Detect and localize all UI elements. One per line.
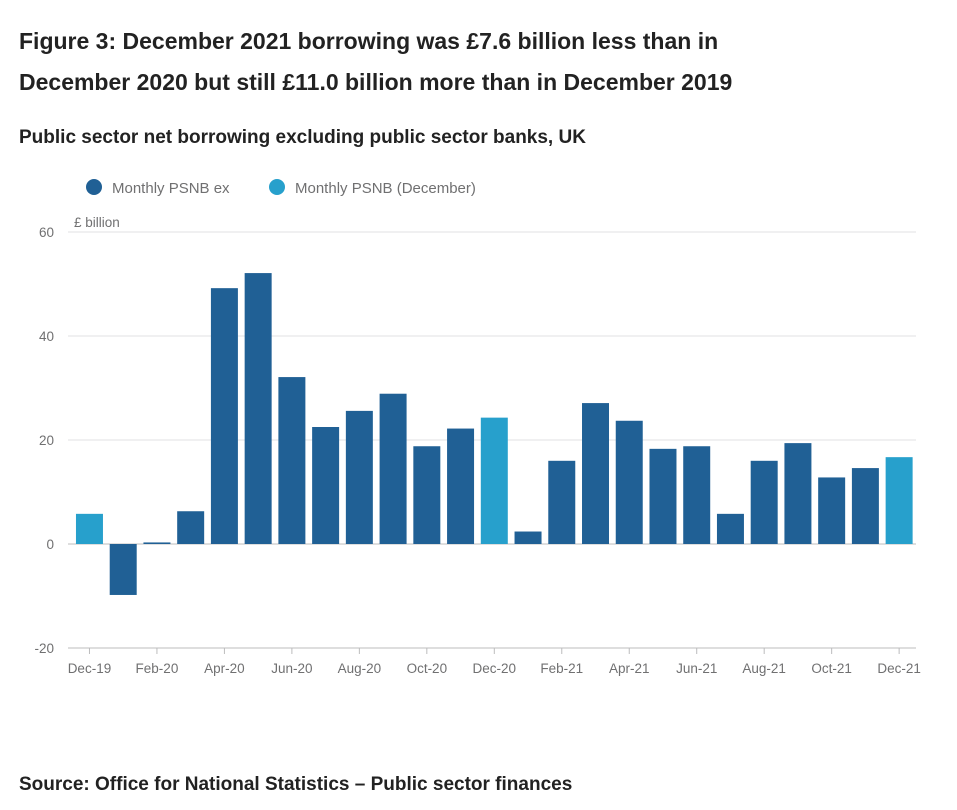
bar <box>480 417 508 544</box>
bar <box>851 468 879 544</box>
x-tick-label: Dec-21 <box>877 661 921 676</box>
bar <box>582 403 610 544</box>
bar <box>379 393 407 544</box>
bar <box>683 446 711 544</box>
bar <box>649 448 677 544</box>
chart-subtitle: Public sector net borrowing excluding pu… <box>19 127 586 148</box>
bar <box>885 457 913 544</box>
x-tick-label: Jun-21 <box>676 661 717 676</box>
source: Source: Office for National Statistics –… <box>19 774 572 795</box>
bar <box>143 542 171 544</box>
bar <box>818 477 846 544</box>
legend-label: Monthly PSNB ex <box>112 180 230 197</box>
bar <box>784 443 812 544</box>
bar <box>750 460 778 544</box>
y-tick-label: 20 <box>39 433 54 448</box>
bar <box>177 511 205 544</box>
y-tick-label: 40 <box>39 329 54 344</box>
legend-marker <box>86 179 102 195</box>
y-tick-label: 60 <box>39 225 54 240</box>
x-tick-label: Oct-21 <box>811 661 852 676</box>
x-tick-label: Aug-21 <box>742 661 786 676</box>
bar <box>109 544 137 595</box>
x-tick-label: Oct-20 <box>407 661 448 676</box>
x-tick-label: Feb-20 <box>136 661 179 676</box>
x-tick-label: Apr-20 <box>204 661 245 676</box>
x-tick-label: Apr-21 <box>609 661 650 676</box>
chart-title: Figure 3: December 2021 borrowing was £7… <box>19 28 718 54</box>
bar <box>716 513 744 544</box>
bar <box>615 420 643 544</box>
x-tick-label: Jun-20 <box>271 661 312 676</box>
x-tick-label: Dec-20 <box>473 661 517 676</box>
y-tick-label: 0 <box>46 537 54 552</box>
bar <box>210 288 238 544</box>
bar <box>244 273 272 544</box>
y-tick-label: -20 <box>34 641 54 656</box>
bar <box>413 446 441 544</box>
legend-label: Monthly PSNB (December) <box>295 180 476 197</box>
y-axis-label: £ billion <box>74 215 120 230</box>
bar <box>312 427 340 544</box>
legend-marker <box>269 179 285 195</box>
x-tick-label: Aug-20 <box>338 661 382 676</box>
chart-title: December 2020 but still £11.0 billion mo… <box>19 69 732 95</box>
bar <box>345 410 373 544</box>
bar <box>75 513 103 544</box>
bar <box>278 377 306 544</box>
bar <box>514 531 542 544</box>
bar <box>548 460 576 544</box>
bar <box>447 428 475 544</box>
x-tick-label: Dec-19 <box>68 661 112 676</box>
x-tick-label: Feb-21 <box>540 661 583 676</box>
